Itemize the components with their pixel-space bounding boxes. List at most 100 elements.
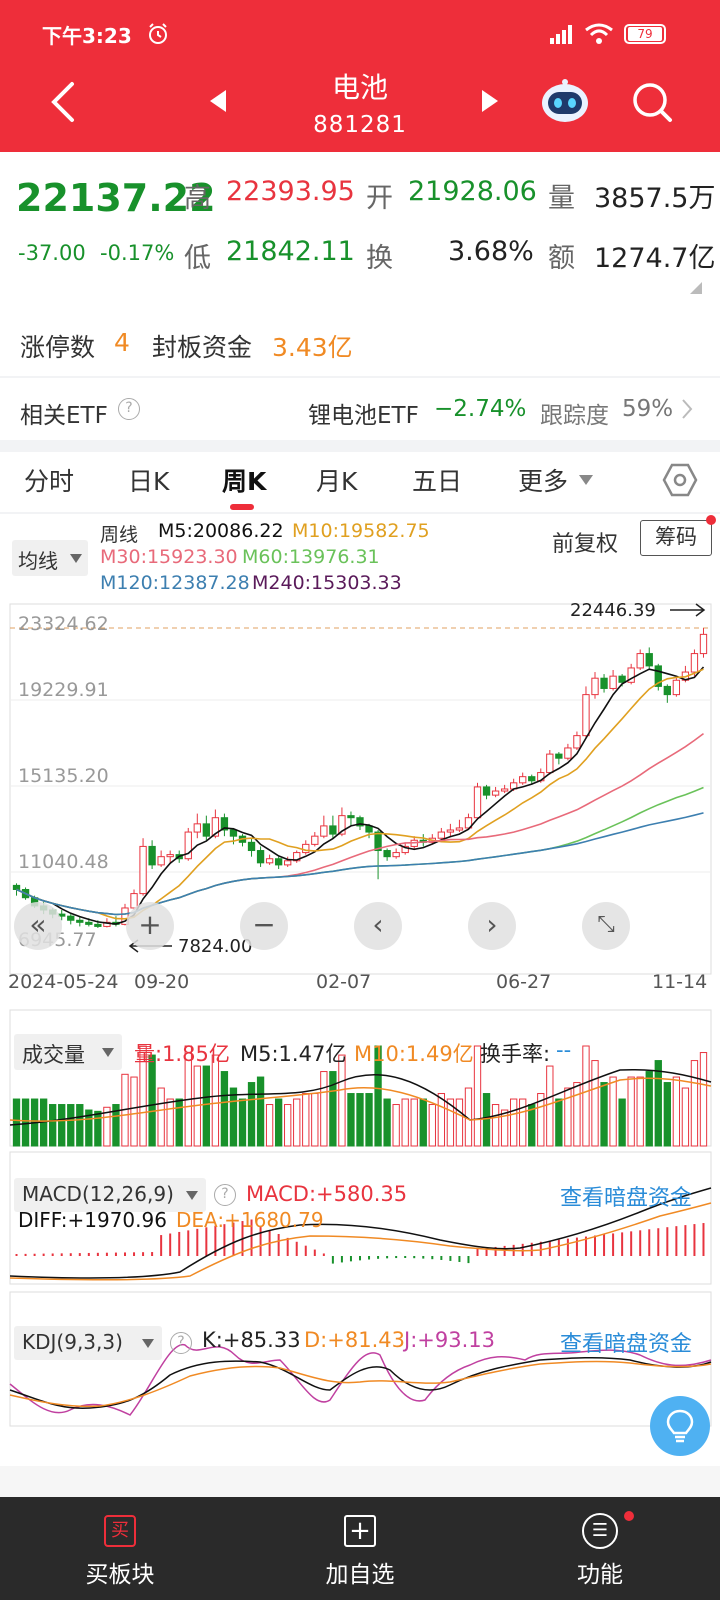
candle-body	[446, 829, 455, 833]
robot-assistant-icon[interactable]	[538, 78, 592, 124]
candle-body	[157, 856, 165, 866]
y-tick-label: 11040.48	[18, 851, 109, 873]
volume-bar	[85, 1109, 93, 1147]
next-stock-icon[interactable]	[480, 88, 500, 114]
volume-bar	[256, 1076, 265, 1147]
x-tick-label: 02-07	[316, 971, 371, 993]
status-time: 下午3:23	[42, 24, 132, 48]
functions-button[interactable]: ☰ 功能	[480, 1497, 720, 1600]
volume-bar	[519, 1098, 527, 1147]
caret-down-icon[interactable]	[578, 474, 594, 486]
buy-icon: 买	[104, 1515, 136, 1547]
open-value: 21928.06	[408, 176, 537, 207]
limit-up-label: 涨停数	[20, 333, 96, 362]
volume-bar	[247, 1082, 256, 1147]
volume-value: 3857.5万	[594, 183, 716, 214]
volume-bar	[311, 1093, 319, 1147]
volume-bar	[392, 1104, 400, 1147]
turnover-value: 3.68%	[448, 236, 534, 267]
tab-monthly-k[interactable]: 月K	[316, 467, 358, 496]
wifi-icon	[585, 23, 613, 44]
volume-bar	[329, 1071, 337, 1147]
turnover-rate-value: --	[556, 1038, 572, 1062]
help-icon[interactable]: ?	[118, 398, 140, 420]
dark-pool-link[interactable]: 查看暗盘资金	[560, 1186, 693, 1211]
chip-button[interactable]: 筹码	[640, 520, 712, 556]
low-value: 21842.11	[226, 236, 355, 267]
volume-bar	[573, 1082, 581, 1147]
volume-bar	[645, 1071, 653, 1147]
pan-right-button[interactable]: ›	[468, 902, 516, 950]
add-watchlist-label: 加自选	[325, 1562, 395, 1588]
zoom-in-button[interactable]: +	[126, 902, 174, 950]
candle-body	[491, 790, 500, 796]
turnover-label: 换	[366, 243, 393, 274]
prev-stock-icon[interactable]	[208, 88, 228, 114]
candle-body	[546, 753, 554, 774]
dark-pool-link[interactable]: 查看暗盘资金	[560, 1332, 693, 1357]
candle-body	[166, 854, 174, 858]
candle-body	[374, 831, 382, 852]
volume-bar	[600, 1082, 608, 1147]
volume-bar	[202, 1065, 211, 1147]
volume-bar	[401, 1098, 409, 1147]
fullscreen-button[interactable]: ⤡	[582, 902, 630, 950]
expand-corner-icon[interactable]	[690, 282, 702, 294]
lightbulb-float-button[interactable]	[650, 1396, 710, 1456]
tab-more[interactable]: 更多	[518, 467, 569, 496]
back-icon[interactable]	[44, 80, 80, 124]
volume-bar	[374, 1045, 382, 1147]
search-icon[interactable]	[630, 80, 674, 124]
limit-up-count: 4	[114, 328, 130, 357]
buy-sector-button[interactable]: 买 买板块	[0, 1497, 240, 1600]
volume-bar	[491, 1104, 500, 1147]
add-watchlist-button[interactable]: + 加自选	[240, 1497, 480, 1600]
volume-bar	[76, 1104, 84, 1147]
candle-body	[284, 860, 292, 866]
tab-divider	[0, 512, 720, 514]
kdj-selector[interactable]: KDJ(9,3,3)	[14, 1326, 162, 1360]
tab-daily-k[interactable]: 日K	[128, 467, 170, 496]
etf-name[interactable]: 锂电池ETF	[308, 403, 419, 429]
volume-bar	[320, 1071, 328, 1147]
volume-bar	[21, 1098, 30, 1147]
volume-bar	[365, 1093, 373, 1147]
chevron-right-icon[interactable]	[680, 398, 694, 420]
volume-bar	[663, 1082, 671, 1147]
volume-bar	[139, 1045, 147, 1147]
last-price: 22137.22	[16, 176, 216, 220]
help-icon[interactable]: ?	[170, 1332, 192, 1354]
pan-left-button[interactable]: ‹	[354, 902, 402, 950]
candle-body	[94, 923, 102, 927]
tab-weekly-k[interactable]: 周K	[222, 467, 267, 496]
volume-bar	[690, 1060, 699, 1147]
tab-timeshare[interactable]: 分时	[24, 467, 75, 496]
tab-five-day[interactable]: 五日	[412, 467, 463, 496]
volume-bar	[58, 1104, 66, 1147]
restore-mode[interactable]: 前复权	[552, 532, 619, 557]
candle-body	[519, 776, 527, 784]
indicator-selector[interactable]: 均线	[12, 540, 88, 576]
candle-body	[85, 921, 93, 925]
help-icon[interactable]: ?	[214, 1184, 236, 1206]
volume-bar	[12, 1098, 21, 1147]
zoom-out-button[interactable]: −	[240, 902, 288, 950]
x-tick-label: 11-14	[652, 971, 707, 993]
candle-body	[265, 858, 274, 864]
volume-bar	[428, 1104, 436, 1147]
x-tick-label: 09-20	[134, 971, 189, 993]
volume-bar	[302, 1093, 310, 1147]
candle-body	[591, 677, 599, 696]
caret-down-icon	[186, 1191, 198, 1200]
candle-body	[672, 679, 681, 696]
ma60-line	[16, 786, 704, 916]
settings-hex-icon[interactable]	[662, 462, 698, 498]
volume-bar	[356, 1093, 364, 1147]
ma240-value: M240:15303.33	[252, 572, 402, 594]
macd-selector[interactable]: MACD(12,26,9)	[14, 1178, 206, 1212]
shrink-left-button[interactable]: «	[14, 902, 62, 950]
candle-body	[401, 845, 409, 854]
volume-bar	[482, 1093, 491, 1147]
candle-body	[464, 817, 473, 829]
volume-selector[interactable]: 成交量	[14, 1034, 122, 1070]
